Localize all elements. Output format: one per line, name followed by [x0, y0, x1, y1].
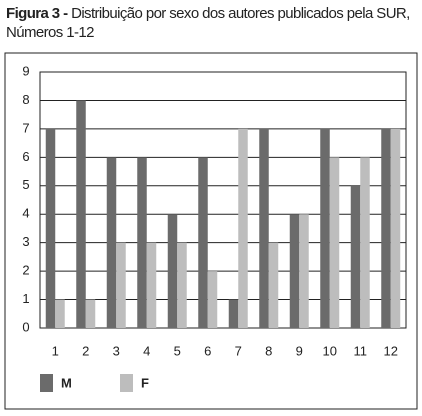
- bar: [289, 214, 300, 328]
- y-tick-label: 1: [22, 291, 29, 306]
- x-tick-label: 1: [52, 343, 59, 358]
- y-tick-label: 2: [22, 263, 29, 278]
- bar: [238, 128, 248, 328]
- bar: [390, 128, 401, 328]
- bar: [259, 128, 269, 328]
- x-tick-label: 4: [143, 343, 150, 358]
- bar: [85, 299, 96, 328]
- frame: [4, 52, 418, 410]
- bar: [146, 242, 157, 328]
- legend-swatch: [40, 374, 53, 392]
- x-tick-label: 7: [235, 343, 242, 358]
- y-tick-label: 4: [22, 206, 29, 221]
- bar: [360, 157, 370, 328]
- y-tick-label: 0: [22, 319, 29, 334]
- bar: [45, 128, 56, 328]
- x-tick-label: 5: [174, 343, 181, 358]
- y-tick-label: 8: [22, 92, 29, 107]
- bar: [177, 242, 187, 328]
- chart-title: Figura 3 - Distribuição por sexo dos aut…: [6, 4, 416, 42]
- bar: [106, 157, 117, 328]
- title-label: Figura 3 -: [6, 5, 68, 22]
- x-tick-label: 6: [204, 343, 211, 358]
- legend-swatch: [120, 374, 133, 392]
- legend-label: M: [61, 375, 72, 390]
- y-tick-label: 9: [22, 63, 29, 78]
- bar: [116, 242, 126, 328]
- bar: [167, 214, 178, 328]
- x-tick-label: 10: [323, 343, 337, 358]
- bar: [55, 299, 65, 328]
- bar: [350, 185, 361, 328]
- x-tick-label: 2: [82, 343, 89, 358]
- bar: [207, 271, 218, 328]
- y-tick-label: 6: [22, 149, 29, 164]
- x-tick-label: 3: [113, 343, 120, 358]
- x-tick-label: 12: [384, 343, 398, 358]
- bar: [320, 128, 330, 328]
- x-tick-label: 11: [354, 343, 368, 358]
- bar: [299, 214, 309, 328]
- bar: [329, 157, 340, 328]
- title-text: Distribuição por sexo dos autores public…: [6, 5, 410, 41]
- y-tick-label: 5: [22, 177, 29, 192]
- bar: [381, 128, 391, 328]
- bar: [137, 157, 147, 328]
- bar: [198, 157, 208, 328]
- bar: [268, 242, 279, 328]
- y-tick-label: 3: [22, 234, 29, 249]
- bar: [228, 299, 239, 328]
- legend-label: F: [141, 375, 149, 390]
- plot-frame: [39, 71, 407, 329]
- y-tick-label: 7: [22, 120, 29, 135]
- x-tick-label: 8: [265, 343, 272, 358]
- bar: [76, 100, 86, 328]
- x-tick-label: 9: [296, 343, 303, 358]
